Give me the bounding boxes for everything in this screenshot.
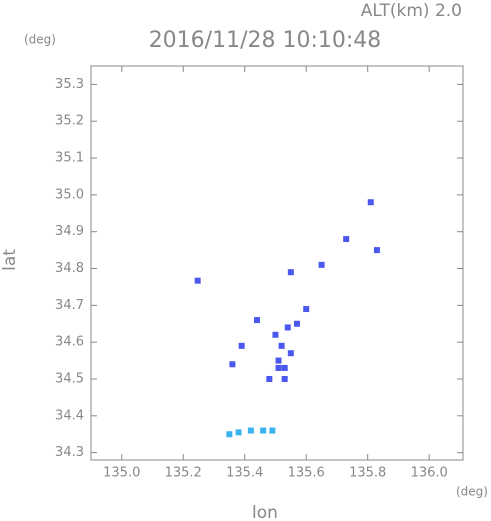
x-tick-label: 136.0 bbox=[411, 466, 448, 481]
x-axis-label: lon bbox=[252, 503, 278, 521]
x-tick-label: 135.6 bbox=[288, 466, 325, 481]
echo-cell bbox=[367, 199, 374, 206]
echo-cell bbox=[260, 427, 267, 434]
echo-cell bbox=[373, 247, 380, 254]
y-axis-label: lat bbox=[0, 249, 20, 271]
echo-cell bbox=[235, 429, 242, 436]
echo-cell bbox=[247, 427, 254, 434]
echo-cell bbox=[281, 375, 288, 382]
plot-frame bbox=[90, 65, 464, 461]
altitude-label: ALT(km) 2.0 bbox=[361, 1, 462, 21]
echo-cell bbox=[281, 364, 288, 371]
x-unit: (deg) bbox=[456, 485, 488, 499]
echo-cell bbox=[293, 320, 300, 327]
echo-cell bbox=[303, 306, 310, 313]
echo-cell bbox=[229, 361, 236, 368]
y-tick-label: 34.8 bbox=[55, 261, 84, 276]
x-tick-label: 135.8 bbox=[349, 466, 386, 481]
y-tick-label: 35.0 bbox=[55, 187, 84, 202]
echo-cell bbox=[275, 364, 282, 371]
y-tick-label: 34.3 bbox=[55, 445, 84, 460]
chart-title: 2016/11/28 10:10:48 bbox=[149, 28, 382, 53]
y-tick-label: 34.9 bbox=[55, 224, 84, 239]
echo-cell bbox=[269, 427, 276, 434]
x-tick-label: 135.4 bbox=[226, 466, 263, 481]
echo-cell bbox=[287, 269, 294, 276]
x-tick-label: 135.2 bbox=[165, 466, 202, 481]
echo-cell bbox=[343, 236, 350, 243]
y-tick-label: 34.6 bbox=[55, 335, 84, 350]
x-tick-label: 135.0 bbox=[103, 466, 140, 481]
y-tick-label: 35.1 bbox=[55, 151, 84, 166]
y-tick-label: 35.3 bbox=[55, 77, 84, 92]
echo-cell bbox=[254, 317, 261, 324]
echo-cell bbox=[272, 331, 279, 338]
echo-cell bbox=[275, 357, 282, 364]
echo-cell bbox=[284, 324, 291, 331]
y-tick-label: 35.2 bbox=[55, 114, 84, 129]
echo-cell bbox=[278, 342, 285, 349]
y-unit: (deg) bbox=[24, 33, 56, 47]
y-tick-label: 34.5 bbox=[55, 371, 84, 386]
echo-cell bbox=[194, 277, 201, 284]
echo-cell bbox=[226, 431, 233, 438]
y-tick-label: 34.7 bbox=[55, 298, 84, 313]
echo-cell bbox=[238, 342, 245, 349]
echo-cell bbox=[266, 375, 273, 382]
echo-cell bbox=[287, 350, 294, 357]
echo-cell bbox=[318, 261, 325, 268]
y-tick-label: 34.4 bbox=[55, 408, 84, 423]
